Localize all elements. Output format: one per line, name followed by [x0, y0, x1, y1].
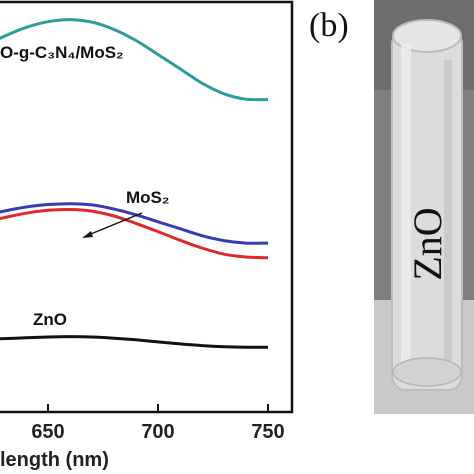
series-line-0 [0, 18, 269, 102]
series-line-3 [0, 335, 269, 349]
plot-frame [0, 0, 294, 414]
x-axis-title: length (nm) [0, 449, 109, 471]
series-label-mos2: MoS₂ [126, 188, 169, 207]
mos2-pointer-arrowhead [82, 231, 93, 238]
x-axis-ticks: 650 700 750 [31, 404, 285, 443]
series-label-composite: O-g-C₃N₄/MoS₂ [0, 43, 124, 62]
panel-b-background [296, 0, 374, 474]
series-line-1 [0, 202, 269, 245]
panel-b-letter: (b) [309, 7, 349, 44]
vial-base [392, 357, 462, 387]
series-layer [0, 18, 269, 349]
x-tick-label-1: 700 [141, 421, 174, 443]
vial-photo [374, 0, 474, 414]
x-tick-label-2: 750 [251, 421, 284, 443]
series-line-2 [0, 207, 269, 260]
series-label-zno: ZnO [33, 310, 67, 329]
x-tick-label-0: 650 [31, 421, 64, 443]
mos2-pointer-arrow [85, 212, 143, 237]
vial-label: ZnO [405, 207, 450, 280]
